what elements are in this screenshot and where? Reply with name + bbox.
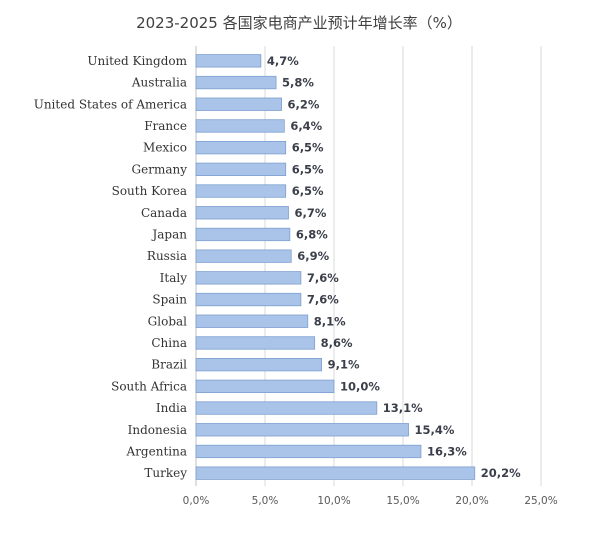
data-label: 6,4% <box>290 119 322 133</box>
category-label: Turkey <box>144 466 187 480</box>
bar <box>195 119 285 133</box>
bar <box>195 423 409 437</box>
data-label: 8,1% <box>314 314 346 328</box>
bar <box>195 292 302 307</box>
data-label: 7,6% <box>307 271 339 285</box>
bar <box>195 271 302 285</box>
category-label: Indonesia <box>128 423 187 437</box>
bar <box>195 184 287 198</box>
category-label: South Africa <box>111 379 187 393</box>
data-label: 9,1% <box>328 358 360 372</box>
bar <box>195 162 287 177</box>
data-label: 8,6% <box>321 336 353 350</box>
category-label: Japan <box>150 227 187 241</box>
bars <box>195 54 476 480</box>
bar <box>195 75 277 90</box>
data-label: 13,1% <box>383 401 423 415</box>
data-label: 16,3% <box>427 444 467 458</box>
category-label: China <box>151 336 187 350</box>
bar <box>195 249 292 263</box>
chart-title: 2023-2025 各国家电商产业预计年增长率（%） <box>136 14 462 32</box>
category-label: Spain <box>152 293 187 307</box>
data-label: 5,8% <box>282 76 314 90</box>
category-label: Russia <box>147 249 187 263</box>
x-tick-label: 0,0% <box>183 495 210 507</box>
data-label: 15,4% <box>415 423 455 437</box>
category-label: India <box>156 401 187 415</box>
x-axis-tick-labels: 0,0% 5,0% 10,0% 15,0% 20,0% 25,0% <box>183 495 558 507</box>
bar <box>195 401 378 415</box>
x-tick-label: 15,0% <box>386 495 419 507</box>
category-label: Argentina <box>126 444 187 458</box>
x-tick-label: 25,0% <box>524 495 557 507</box>
data-label: 6,5% <box>292 184 324 198</box>
bar <box>195 206 289 220</box>
data-label: 7,6% <box>307 293 339 307</box>
category-label: Canada <box>141 206 187 220</box>
bar <box>195 140 287 155</box>
bar <box>195 336 316 350</box>
category-label: Global <box>148 314 187 328</box>
category-label: Germany <box>132 162 188 176</box>
bar <box>195 314 309 328</box>
data-label: 4,7% <box>267 54 299 68</box>
bar <box>195 54 262 68</box>
category-label: United States of America <box>34 97 187 111</box>
data-label: 20,2% <box>481 466 521 480</box>
data-label: 6,5% <box>292 141 324 155</box>
data-label: 6,9% <box>297 249 329 263</box>
category-label: South Korea <box>112 184 187 198</box>
category-label: Italy <box>160 271 188 285</box>
bar <box>195 357 322 372</box>
category-label: Mexico <box>143 141 187 155</box>
value-labels: 4,7% 5,8% 6,2% 6,4% 6,5% 6,5% 6,5% 6,7% 6,8% 6,9%… <box>267 54 521 480</box>
data-label: 6,7% <box>294 206 326 220</box>
data-label: 6,5% <box>292 162 324 176</box>
category-label: Brazil <box>151 358 187 372</box>
category-label: Australia <box>131 76 187 90</box>
gridlines <box>195 46 542 486</box>
bar <box>195 97 282 111</box>
category-label: United Kingdom <box>87 54 187 68</box>
bar <box>195 466 476 480</box>
data-label: 6,8% <box>296 227 328 241</box>
category-labels: United Kingdom Australia United States of … <box>34 54 188 480</box>
data-label: 6,2% <box>288 97 320 111</box>
bar <box>195 444 422 459</box>
bar <box>195 227 291 242</box>
x-tick-label: 20,0% <box>455 495 488 507</box>
data-label: 10,0% <box>340 379 380 393</box>
bar <box>195 379 335 394</box>
category-label: France <box>144 119 187 133</box>
x-tick-label: 5,0% <box>252 495 279 507</box>
x-tick-label: 10,0% <box>317 495 350 507</box>
